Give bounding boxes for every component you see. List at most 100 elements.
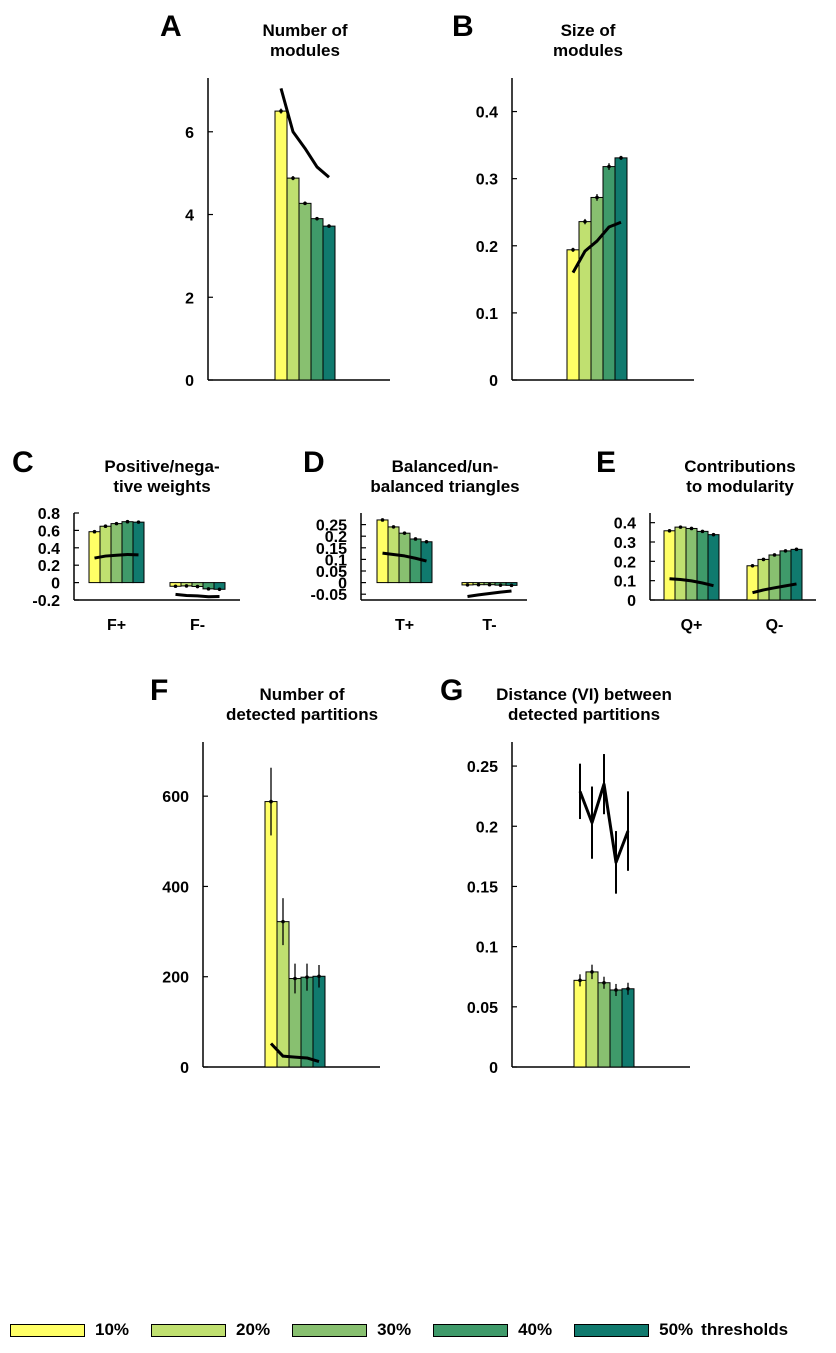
bar-mean-dot <box>125 519 130 524</box>
null-model-line <box>382 551 427 563</box>
bar-mean-dot <box>794 547 799 552</box>
bar-mean-dot <box>269 799 273 804</box>
legend-label-40: 40% <box>518 1320 553 1339</box>
bar-mean-dot <box>678 525 683 529</box>
bar-mean-dot <box>136 520 141 524</box>
panel-letter: C <box>12 446 34 479</box>
bar-mean-dot <box>293 976 297 981</box>
bar-mean-dot <box>590 970 594 974</box>
x-group-label: F- <box>190 617 205 634</box>
legend-label-30: 30% <box>377 1320 412 1339</box>
bar <box>597 982 611 1068</box>
legend-label-20: 20% <box>236 1320 271 1339</box>
bar <box>322 225 336 381</box>
bar <box>614 157 628 381</box>
panel-title-line: Number of <box>260 685 345 704</box>
bar <box>264 801 278 1068</box>
bar-mean-dot <box>380 518 385 522</box>
bar <box>696 530 709 601</box>
panel-title-line: Balanced/un- <box>392 457 499 476</box>
panel-title-line: Contributions <box>684 457 795 476</box>
panel-title-line: to modularity <box>686 477 794 496</box>
bar-mean-dot <box>465 583 470 587</box>
bar-mean-dot <box>103 524 108 529</box>
legend-suffix: thresholds <box>701 1320 789 1339</box>
y-tick-label: 0.1 <box>476 940 498 957</box>
bar-mean-dot <box>476 582 481 587</box>
x-group-label: Q- <box>766 617 784 634</box>
legend-item-20: 20% <box>151 1320 270 1340</box>
legend-item-30: 30% <box>292 1320 411 1340</box>
null-model-line <box>279 87 330 179</box>
x-group-label: F+ <box>107 617 126 634</box>
bar-mean-dot <box>571 248 575 252</box>
y-tick-label: 4 <box>185 208 194 225</box>
y-tick-label: 2 <box>185 290 194 307</box>
null-model-line <box>571 220 622 274</box>
y-tick-label: 0.2 <box>38 558 60 575</box>
panel-title-line: Size of <box>561 21 616 40</box>
bar-mean-dot <box>291 176 295 180</box>
bar-mean-dot <box>279 109 283 113</box>
null-model-line <box>175 592 220 599</box>
null-model-line <box>269 1042 320 1064</box>
y-tick-label: 0.3 <box>476 172 498 189</box>
bar <box>312 975 326 1068</box>
bar <box>768 554 781 601</box>
bar-mean-dot <box>619 156 623 160</box>
y-tick-label: 0.2 <box>476 819 498 836</box>
bar-mean-dot <box>487 582 492 587</box>
bar-mean-dot <box>689 526 694 531</box>
null-model-line <box>467 589 512 599</box>
panel-title-line: Distance (VI) between <box>496 685 672 704</box>
panel-d: D Balanced/un-balanced triangles -0.0500.0… <box>303 446 527 634</box>
bar <box>590 196 604 381</box>
bar-mean-dot <box>783 549 788 553</box>
bar <box>298 202 312 381</box>
bar <box>674 526 687 601</box>
legend-label-50: 50% <box>659 1320 694 1339</box>
panel-letter: A <box>160 10 182 43</box>
bar-mean-dot <box>391 525 396 529</box>
null-model-line <box>94 552 139 560</box>
bar <box>707 534 720 601</box>
y-tick-label: 0.15 <box>316 541 347 558</box>
bar-mean-dot <box>772 553 777 557</box>
panel-title-line: detected partitions <box>226 705 378 724</box>
y-tick-label: 0.4 <box>476 105 498 122</box>
y-tick-label: -0.05 <box>311 587 348 604</box>
legend-item-50: 50% thresholds <box>574 1320 788 1340</box>
bar-mean-dot <box>92 529 97 534</box>
bar <box>376 519 389 584</box>
y-tick-label: 0.2 <box>614 554 636 571</box>
bar-mean-dot <box>583 219 587 224</box>
bar-mean-dot <box>315 216 319 221</box>
bar <box>132 521 145 584</box>
bar-mean-dot <box>173 584 178 589</box>
y-tick-label: 0 <box>627 593 636 610</box>
y-tick-label: 0.2 <box>325 529 347 546</box>
legend-label-10: 10% <box>95 1320 130 1339</box>
bar-mean-dot <box>509 583 514 588</box>
x-group-label: T+ <box>395 617 414 634</box>
bar <box>573 979 587 1068</box>
y-tick-label: -0.2 <box>32 593 60 610</box>
bar <box>779 550 792 601</box>
bar-mean-dot <box>614 988 618 992</box>
y-tick-label: 0 <box>185 373 194 390</box>
bar <box>685 527 698 601</box>
legend-swatch-10 <box>10 1323 85 1337</box>
bar <box>585 971 599 1068</box>
bar <box>578 221 592 381</box>
bar <box>420 541 433 584</box>
panel-title-line: modules <box>270 41 340 60</box>
bar <box>663 530 676 601</box>
y-tick-label: 0.4 <box>38 541 60 558</box>
y-tick-label: 400 <box>162 879 189 896</box>
panel-c: C Positive/nega-tive weights-0.200.20.40.… <box>12 446 240 634</box>
y-tick-label: 6 <box>185 125 194 142</box>
